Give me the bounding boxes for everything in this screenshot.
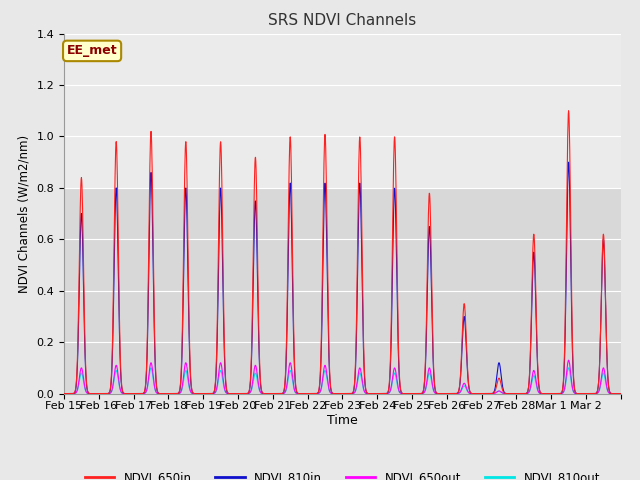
Y-axis label: NDVI Channels (W/m2/nm): NDVI Channels (W/m2/nm) xyxy=(18,134,31,293)
Legend: NDVI_650in, NDVI_810in, NDVI_650out, NDVI_810out: NDVI_650in, NDVI_810in, NDVI_650out, NDV… xyxy=(80,466,605,480)
Text: EE_met: EE_met xyxy=(67,44,117,58)
X-axis label: Time: Time xyxy=(327,414,358,427)
Title: SRS NDVI Channels: SRS NDVI Channels xyxy=(268,13,417,28)
Bar xyxy=(64,34,621,188)
